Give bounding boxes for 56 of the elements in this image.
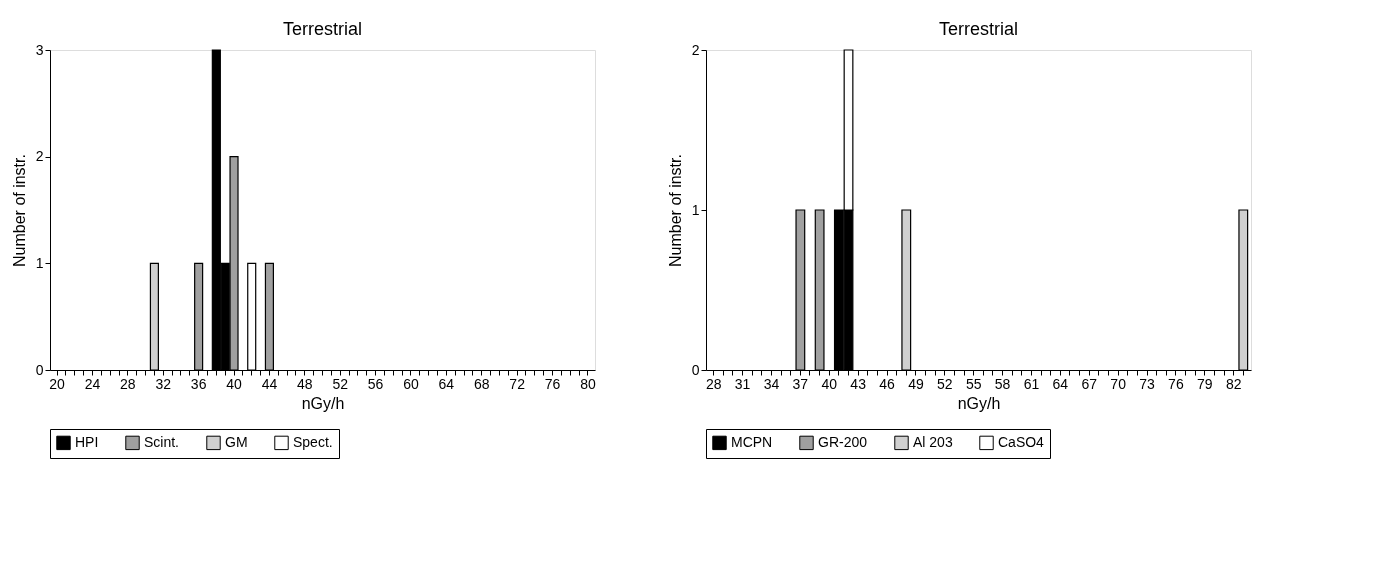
x-tick-label: 61 [1023,375,1040,392]
x-tick-label: 67 [1081,375,1098,392]
x-tick-label: 56 [367,375,384,392]
legend-label: MCPN [731,433,773,450]
x-tick-label: 79 [1196,375,1213,392]
x-tick-label: 40 [821,375,838,392]
x-axis-title: nGy/h [957,394,1001,412]
x-tick-label: 32 [155,375,172,392]
chart-title: Terrestrial [938,19,1019,39]
legend-label: Scint. [144,433,180,450]
y-tick-label: 2 [35,148,44,165]
x-tick-label: 20 [49,375,66,392]
x-tick-label: 70 [1110,375,1127,392]
y-axis-title: Number of instr. [10,154,28,267]
x-tick-label: 31 [734,375,751,392]
x-tick-label: 48 [297,375,313,392]
x-tick-label: 55 [965,375,982,392]
y-axis-title: Number of instr. [666,154,684,267]
legend-label: Al 203 [913,433,953,450]
x-tick-label: 64 [438,375,455,392]
x-tick-label: 49 [908,375,924,392]
x-tick-label: 46 [879,375,896,392]
legend-label: GR-200 [818,433,868,450]
x-tick-label: 28 [705,375,722,392]
x-tick-label: 28 [120,375,136,392]
y-tick-label: 0 [691,361,700,378]
x-tick-label: 34 [763,375,780,392]
y-tick-label: 3 [35,41,44,58]
x-tick-label: 37 [792,375,809,392]
legend-label: GM [225,433,248,450]
y-tick-label: 1 [691,201,700,218]
x-tick-label: 68 [473,375,490,392]
chart-title: Terrestrial [282,19,363,39]
x-tick-label: 40 [226,375,243,392]
x-tick-label: 43 [850,375,867,392]
y-tick-label: 2 [691,41,700,58]
x-tick-label: 72 [509,375,526,392]
x-tick-label: 24 [84,375,101,392]
x-tick-label: 36 [190,375,207,392]
x-tick-label: 64 [1052,375,1069,392]
legend-label: CaSO4 [998,433,1045,450]
x-tick-label: 60 [403,375,419,392]
y-tick-label: 0 [35,361,44,378]
x-tick-label: 52 [332,375,349,392]
x-tick-label: 76 [1168,375,1184,392]
x-tick-label: 73 [1139,375,1155,392]
y-tick-label: 1 [35,254,44,271]
x-axis-title: nGy/h [301,394,345,412]
legend-label: Spect. [293,433,333,450]
legend-label: HPI [75,433,99,450]
x-tick-label: 76 [544,375,561,392]
x-tick-label: 52 [937,375,953,392]
x-tick-label: 82 [1225,375,1242,392]
x-tick-label: 58 [994,375,1011,392]
x-tick-label: 44 [261,375,278,392]
x-tick-label: 80 [580,375,596,392]
